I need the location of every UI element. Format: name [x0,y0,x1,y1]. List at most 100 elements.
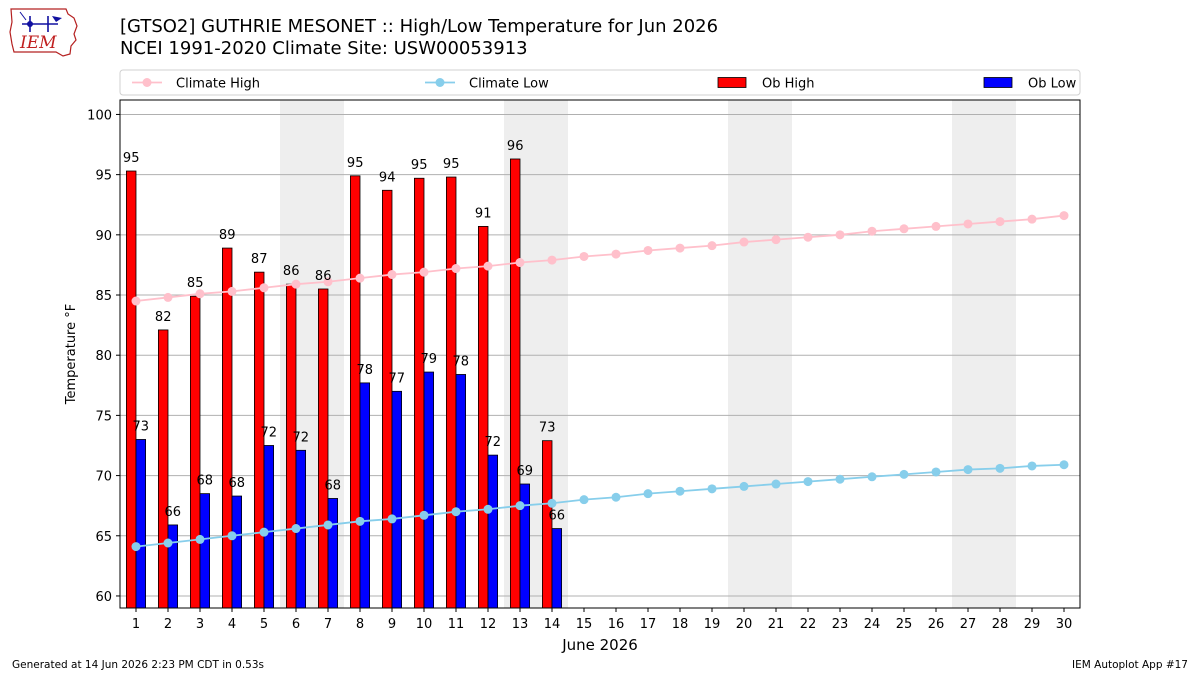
climate-high-point [131,296,141,306]
climate-high-point [963,219,973,229]
ob-low-bar [199,493,211,609]
climate-low-point [643,489,653,499]
ob-low-label: 78 [453,354,470,369]
climate-high-point [579,251,589,261]
x-tick-label: 14 [544,617,561,632]
x-tick-label: 1 [132,617,140,632]
climate-low-point [419,510,429,520]
ob-high-bar [509,158,521,609]
ob-low-label: 72 [293,430,310,445]
ob-high-label: 95 [123,151,140,166]
climate-low-point [163,538,173,548]
legend-label: Ob Low [1028,77,1077,92]
ob-high-bar [157,329,169,609]
climate-low-point [995,463,1005,473]
x-tick-label: 18 [672,617,689,632]
iem-logo: IEM [8,6,80,58]
x-tick-label: 15 [576,617,593,632]
climate-high-point [419,267,429,277]
ob-low-label: 79 [421,352,438,367]
x-tick-label: 28 [992,617,1009,632]
x-tick-label: 29 [1024,617,1041,632]
x-tick-label: 2 [164,617,172,632]
climate-high-point [771,235,781,245]
ob-high-bar [477,225,489,609]
climate-high-point [643,245,653,255]
climate-low-point [227,531,237,541]
y-tick-label: 90 [95,229,112,244]
legend-swatch-bar [983,77,1013,88]
legend-swatch-marker [435,78,445,87]
ob-low-bar [167,524,179,609]
ob-low-label: 68 [229,476,246,491]
climate-low-point [1059,460,1069,470]
ob-high-label: 89 [219,228,236,243]
app-note: IEM Autoplot App #17 [1072,659,1188,671]
ob-low-label: 73 [133,419,150,434]
generated-note: Generated at 14 Jun 2026 2:23 PM CDT in … [12,659,265,671]
x-tick-label: 26 [928,617,945,632]
ob-low-label: 69 [517,464,534,479]
ob-low-bar [551,528,563,609]
ob-low-label: 77 [389,371,406,386]
y-tick-label: 70 [95,470,112,485]
y-tick-label: 80 [95,349,112,364]
y-tick-label: 85 [95,289,112,304]
x-tick-label: 5 [260,617,268,632]
climate-high-point [899,224,909,234]
climate-high-point [451,264,461,274]
climate-high-point [195,289,205,299]
x-tick-label: 20 [736,617,753,632]
ob-high-label: 73 [539,421,556,436]
climate-high-point [515,258,525,268]
ob-low-label: 68 [197,474,214,489]
x-tick-label: 6 [292,617,300,632]
climate-low-point [483,504,493,514]
legend-swatch-bar [717,77,747,88]
climate-low-point [835,474,845,484]
x-tick-label: 24 [864,617,881,632]
climate-low-point [131,542,141,552]
x-tick-label: 25 [896,617,913,632]
ob-high-label: 91 [475,206,492,221]
x-tick-label: 30 [1056,617,1073,632]
climate-high-point [835,230,845,240]
legend-box [119,69,1081,96]
ob-low-label: 78 [357,363,374,378]
ob-high-bar [285,283,297,609]
y-tick-label: 60 [95,590,112,605]
bar-labels: 95 82 85 89 87 86 86 95 94 95 95 91 96 73 73 66 68 68 72 72… [123,139,565,524]
climate-low-point [931,467,941,477]
ob-low-bar [263,445,275,609]
climate-low-point [259,527,269,537]
chart-title-line1: [GTSO2] GUTHRIE MESONET :: High/Low Temp… [120,16,719,37]
climate-high-point [931,221,941,231]
ob-high-bar [542,440,553,609]
x-tick-label: 19 [704,617,721,632]
ob-high-bar [413,177,425,609]
ob-high-label: 95 [443,157,460,172]
logo-text: IEM [19,33,57,53]
climate-low-point [547,498,557,508]
chart-title: [GTSO2] GUTHRIE MESONET :: High/Low Temp… [120,16,718,60]
climate-low-point [963,465,973,475]
plot-frame [119,99,1081,609]
ob-low-bar [423,371,435,609]
climate-low-point [355,516,365,526]
climate-low-point [867,472,877,482]
climate-low-point [1027,461,1037,471]
ob-high-label: 95 [347,156,364,171]
gridlines [120,113,1080,597]
climate-low-point [515,501,525,511]
climate-high-point [739,237,749,247]
climate-low-point [899,469,909,479]
climate-high-point [547,255,557,265]
climate-high-point [259,283,269,293]
climate-low-point [611,492,621,502]
climate-low-point [675,486,685,496]
climate-low-point [451,507,461,517]
x-tick-label: 13 [512,617,529,632]
ob-high-bar [189,295,201,609]
y-tick-label: 65 [95,530,112,545]
